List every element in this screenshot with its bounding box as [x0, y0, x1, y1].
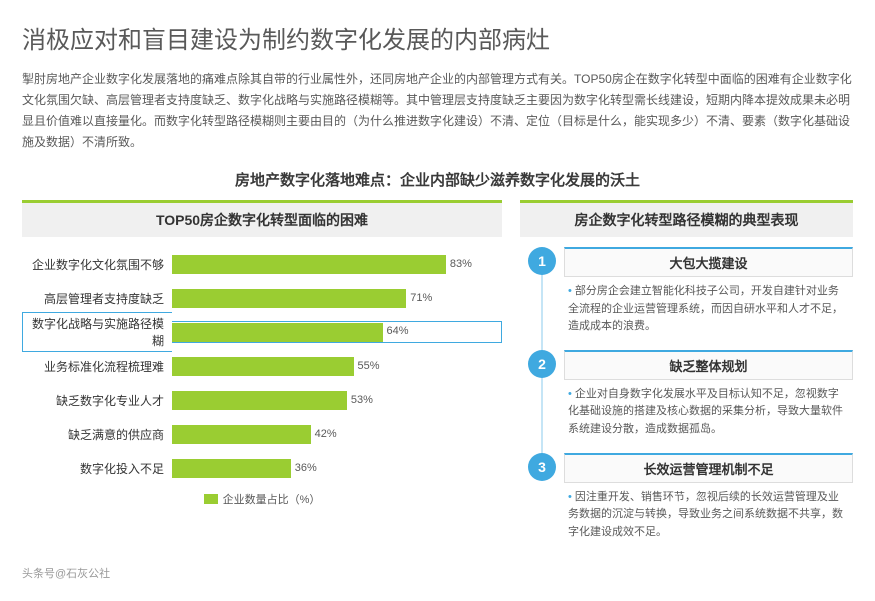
bar-value: 36% [291, 459, 317, 478]
description: 掣肘房地产企业数字化发展落地的痛难点除其自带的行业属性外，还同房地产企业的内部管… [22, 69, 853, 153]
bar-area: 42% [172, 425, 502, 444]
item-body: 长效运营管理机制不足 •因注重开发、销售环节，忽视后续的长效运营管理及业务数据的沉… [564, 453, 853, 544]
bar-value: 53% [347, 391, 373, 410]
bar-label: 业务标准化流程梳理难 [22, 358, 172, 375]
bar [172, 357, 354, 376]
bar [172, 425, 311, 444]
item-body: 大包大揽建设 •部分房企会建立智能化科技子公司，开发自建针对业务全流程的企业运营管… [564, 247, 853, 338]
chart-row: 缺乏满意的供应商 42% [22, 419, 502, 449]
bar-chart: 企业数字化文化氛围不够83%高层管理者支持度缺乏71%数字化战略与实施路径模糊6… [22, 249, 502, 483]
legend-label: 企业数量占比（%） [223, 491, 321, 507]
item-number-wrap: 1 [520, 247, 564, 338]
bar-area: 55% [172, 357, 502, 376]
left-header: TOP50房企数字化转型面临的困难 [22, 200, 502, 237]
bar [172, 255, 446, 274]
bar-area: 71% [172, 289, 502, 308]
bar-value: 55% [354, 357, 380, 376]
bar-label: 数字化投入不足 [22, 460, 172, 477]
bar-value: 71% [406, 289, 432, 308]
bar-value: 83% [446, 255, 472, 274]
item-list: 1 大包大揽建设 •部分房企会建立智能化科技子公司，开发自建针对业务全流程的企业运营… [520, 247, 853, 543]
item-number-wrap: 3 [520, 453, 564, 544]
bar-label: 数字化战略与实施路径模糊 [22, 312, 172, 352]
chart-row: 数字化投入不足 36% [22, 453, 502, 483]
bar [172, 459, 291, 478]
bar-value: 42% [311, 425, 337, 444]
bar-label: 缺乏满意的供应商 [22, 426, 172, 443]
legend-swatch [204, 494, 218, 504]
left-column: TOP50房企数字化转型面临的困难 企业数字化文化氛围不够 83% 高层管理者支持度… [22, 200, 502, 555]
item-desc: •部分房企会建立智能化科技子公司，开发自建针对业务全流程的企业运营管理系统，而因… [564, 281, 853, 338]
chart-row: 缺乏数字化专业人才 53% [22, 385, 502, 415]
bar-area: 64% [172, 321, 502, 343]
bar [172, 323, 383, 342]
page-title: 消极应对和盲目建设为制约数字化发展的内部病灶 [22, 20, 853, 55]
item-title: 长效运营管理机制不足 [564, 453, 853, 483]
item-number: 1 [528, 247, 556, 275]
bar [172, 391, 347, 410]
connector-line [541, 376, 543, 455]
bar-area: 53% [172, 391, 502, 410]
bar [172, 289, 406, 308]
chart-row: 高层管理者支持度缺乏 71% [22, 283, 502, 313]
item-title: 缺乏整体规划 [564, 350, 853, 380]
chart-legend: 企业数量占比（%） [22, 491, 502, 507]
list-item: 1 大包大揽建设 •部分房企会建立智能化科技子公司，开发自建针对业务全流程的企业运营… [520, 247, 853, 338]
chart-row: 业务标准化流程梳理难 55% [22, 351, 502, 381]
item-number: 2 [528, 350, 556, 378]
subtitle: 房地产数字化落地难点：企业内部缺少滋养数字化发展的沃土 [22, 169, 853, 190]
bar-label: 高层管理者支持度缺乏 [22, 290, 172, 307]
item-body: 缺乏整体规划 •企业对自身数字化发展水平及目标认知不足，忽视数字化基础设施的搭建及… [564, 350, 853, 441]
item-number: 3 [528, 453, 556, 481]
connector-line [541, 273, 543, 352]
list-item: 2 缺乏整体规划 •企业对自身数字化发展水平及目标认知不足，忽视数字化基础设施的搭建… [520, 350, 853, 441]
bar-label: 缺乏数字化专业人才 [22, 392, 172, 409]
bar-area: 36% [172, 459, 502, 478]
item-number-wrap: 2 [520, 350, 564, 441]
bar-area: 83% [172, 255, 502, 274]
list-item: 3 长效运营管理机制不足 •因注重开发、销售环节，忽视后续的长效运营管理及业务数据的… [520, 453, 853, 544]
bar-value: 64% [383, 322, 409, 341]
right-header: 房企数字化转型路径模糊的典型表现 [520, 200, 853, 237]
item-desc: •因注重开发、销售环节，忽视后续的长效运营管理及业务数据的沉淀与转换，导致业务之… [564, 487, 853, 544]
bar-label: 企业数字化文化氛围不够 [22, 256, 172, 273]
chart-row: 企业数字化文化氛围不够 83% [22, 249, 502, 279]
right-column: 房企数字化转型路径模糊的典型表现 1 大包大揽建设 •部分房企会建立智能化科技子公司… [520, 200, 853, 555]
chart-row: 数字化战略与实施路径模糊64% [22, 317, 502, 347]
item-desc: •企业对自身数字化发展水平及目标认知不足，忽视数字化基础设施的搭建及核心数据的采… [564, 384, 853, 441]
item-title: 大包大揽建设 [564, 247, 853, 277]
footer-credit: 头条号@石灰公社 [22, 565, 853, 581]
